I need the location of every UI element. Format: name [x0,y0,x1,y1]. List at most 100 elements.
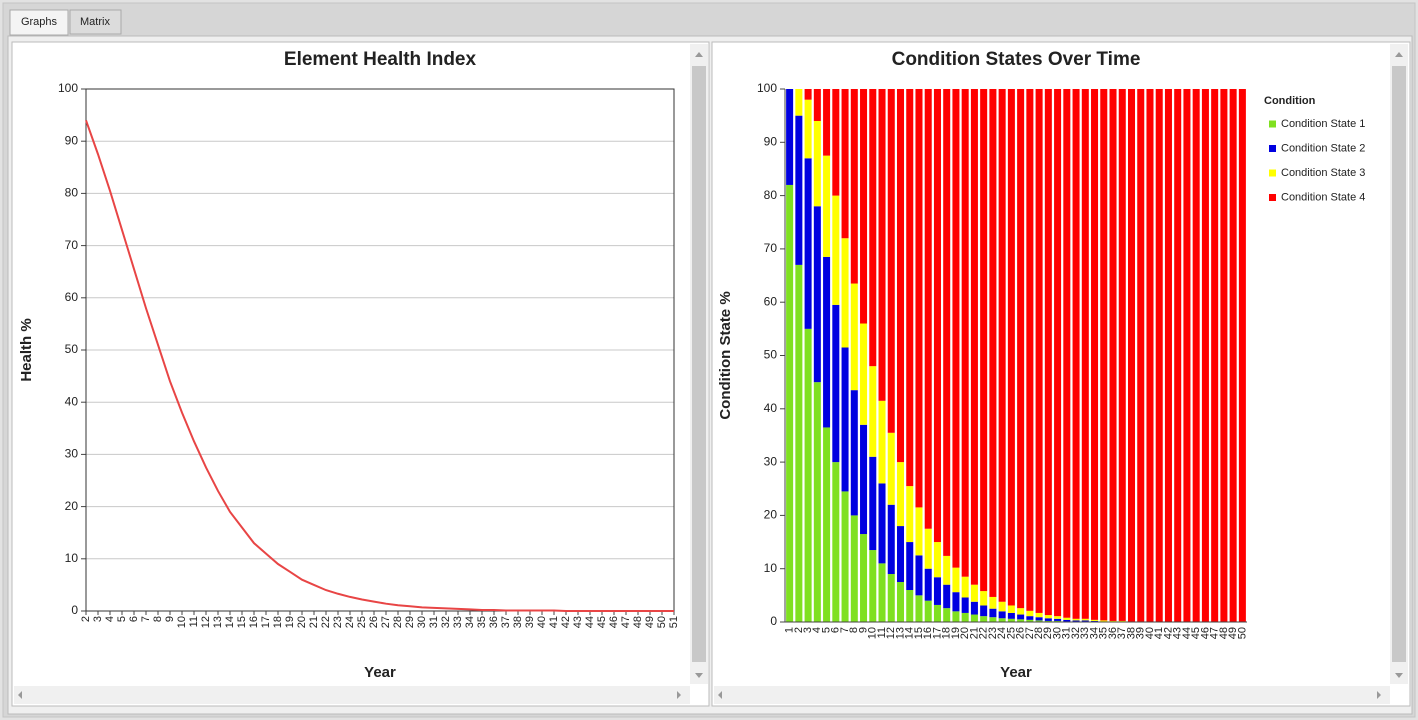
bar-segment [943,584,951,609]
tab-label[interactable]: Graphs [21,16,58,28]
x-tick-label: 7 [140,616,152,622]
tab[interactable] [9,9,69,36]
bar-segment [869,366,877,457]
scrollbar[interactable] [14,686,690,704]
x-tick-label: 10 [867,627,879,639]
bar-segment [823,427,831,622]
bar-segment [1007,618,1015,622]
bar-segment [896,89,905,463]
bar-segment [860,424,868,535]
bar-segment [804,89,812,100]
x-tick-label: 45 [1190,627,1202,639]
bar-segment [823,89,831,156]
tab[interactable] [69,9,122,35]
x-tick-label: 25 [1005,627,1017,639]
x-tick-label: 29 [1042,627,1054,639]
bar-segment [1017,608,1025,615]
y-tick-label: 0 [770,614,777,628]
bar-segment [832,304,840,463]
bar-segment [1044,89,1052,616]
x-tick-label: 6 [830,627,842,633]
bar-segment [1035,620,1043,622]
bar-segment [860,534,868,622]
bar-segment [924,568,932,601]
x-tick-label: 8 [152,616,164,622]
x-tick-label: 28 [392,616,404,628]
bar-segment [1091,620,1099,622]
bar-segment [933,89,941,543]
scroll-thumb[interactable] [1392,66,1406,662]
x-tick-label: 16 [922,627,934,639]
bar-segment [943,89,951,556]
chart-title: Element Health Index [284,49,477,70]
bar-segment [1211,89,1219,622]
bar-segment [832,195,840,305]
bar-segment [804,99,812,159]
bar-segment [804,328,812,622]
x-tick-label: 16 [248,616,260,628]
y-tick-label: 100 [58,81,78,95]
x-tick-label: 49 [1227,627,1239,639]
bar-segment [896,582,905,622]
y-axis-label: Health % [18,318,35,381]
bar-segment [860,89,868,324]
x-tick-label: 2 [793,627,805,633]
x-tick-label: 2 [80,616,92,622]
x-tick-label: 27 [380,616,392,628]
bar-segment [915,555,923,596]
bar-segment [1137,89,1145,622]
x-tick-label: 21 [308,616,320,628]
y-axis-label: Condition State % [717,291,734,419]
x-tick-label: 10 [176,616,188,628]
y-tick-label: 60 [65,290,79,304]
bar-segment [1081,618,1089,621]
bar-segment [943,555,951,585]
x-tick-label: 20 [959,627,971,639]
x-tick-label: 34 [1088,627,1100,639]
y-tick-label: 90 [764,134,778,148]
scrollbar[interactable] [714,686,1390,704]
bar-segment [961,612,969,622]
scroll-thumb[interactable] [692,66,706,662]
bar-segment [980,89,988,592]
bar-segment [970,614,978,622]
x-tick-label: 3 [802,627,814,633]
bar-segment [1035,612,1043,618]
x-tick-label: 49 [644,616,656,628]
legend-label: Condition State 2 [1281,142,1365,154]
bar-segment [961,576,969,598]
x-tick-label: 44 [584,616,596,628]
bar-segment [1026,610,1034,617]
bar-segment [970,89,978,585]
bar-segment [1044,618,1052,621]
bar-segment [1044,620,1052,622]
x-tick-label: 32 [1070,627,1082,639]
x-tick-label: 48 [1218,627,1230,639]
x-tick-label: 14 [904,627,916,639]
bar-segment [970,584,978,602]
bar-segment [813,120,821,207]
bar-segment [896,526,905,583]
bar-segment [887,574,895,622]
x-tick-label: 11 [876,627,888,638]
bar-segment [869,89,877,367]
y-tick-label: 0 [71,603,78,617]
x-tick-label: 34 [464,616,476,628]
y-tick-label: 90 [65,133,79,147]
bar-segment [1007,612,1015,619]
bar-segment [1192,89,1200,622]
bar-segment [1007,605,1015,613]
tab-label[interactable]: Matrix [80,16,110,28]
bar-segment [841,347,849,492]
bar-segment [1063,619,1071,622]
plot-border [85,88,675,612]
bar-segment [1054,618,1062,621]
x-tick-label: 41 [1153,627,1165,639]
bar-segment [915,507,923,556]
x-tick-label: 19 [284,616,296,628]
bar-segment [924,89,932,529]
x-tick-label: 13 [894,627,906,639]
y-tick-label: 70 [65,238,79,252]
bar-segment [998,89,1006,602]
